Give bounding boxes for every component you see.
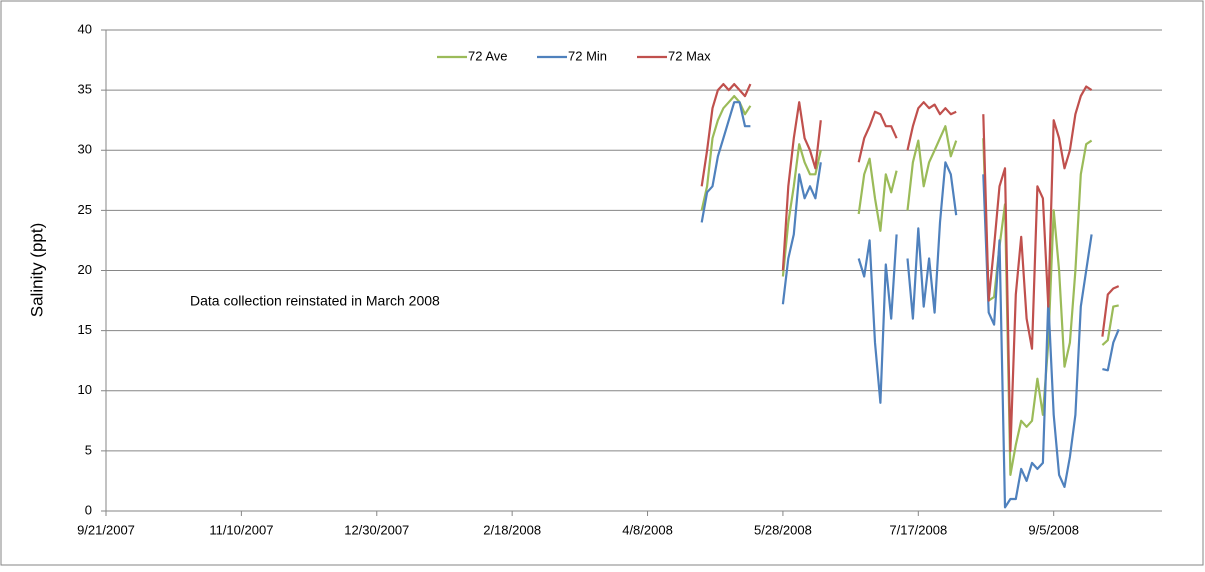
y-axis-label: Salinity (ppt) — [27, 223, 46, 317]
series-line — [700, 101, 1120, 509]
y-tick-label: 30 — [78, 142, 92, 157]
y-tick-label: 40 — [78, 21, 92, 36]
y-tick-label: 15 — [78, 322, 92, 337]
legend-label: 72 Ave — [468, 48, 508, 63]
y-tick-label: 20 — [78, 262, 92, 277]
annotation: Data collection reinstated in March 2008 — [190, 293, 440, 309]
x-tick-label: 5/28/2008 — [754, 522, 812, 537]
x-tick-label: 9/21/2007 — [77, 522, 135, 537]
x-tick-label: 4/8/2008 — [622, 522, 673, 537]
x-tick-label: 11/10/2007 — [209, 522, 273, 537]
legend-label: 72 Max — [668, 48, 711, 63]
series-line — [700, 83, 1120, 452]
x-tick-label: 7/17/2008 — [889, 522, 947, 537]
y-tick-label: 0 — [85, 502, 92, 517]
x-tick-label: 12/30/2007 — [344, 522, 409, 537]
series-line — [700, 95, 1119, 476]
y-tick-label: 10 — [78, 382, 92, 397]
x-tick-label: 9/5/2008 — [1028, 522, 1079, 537]
y-tick-label: 25 — [78, 202, 92, 217]
x-tick-label: 2/18/2008 — [483, 522, 541, 537]
y-tick-label: 5 — [85, 442, 92, 457]
legend-label: 72 Min — [568, 48, 607, 63]
y-tick-label: 35 — [78, 82, 92, 97]
